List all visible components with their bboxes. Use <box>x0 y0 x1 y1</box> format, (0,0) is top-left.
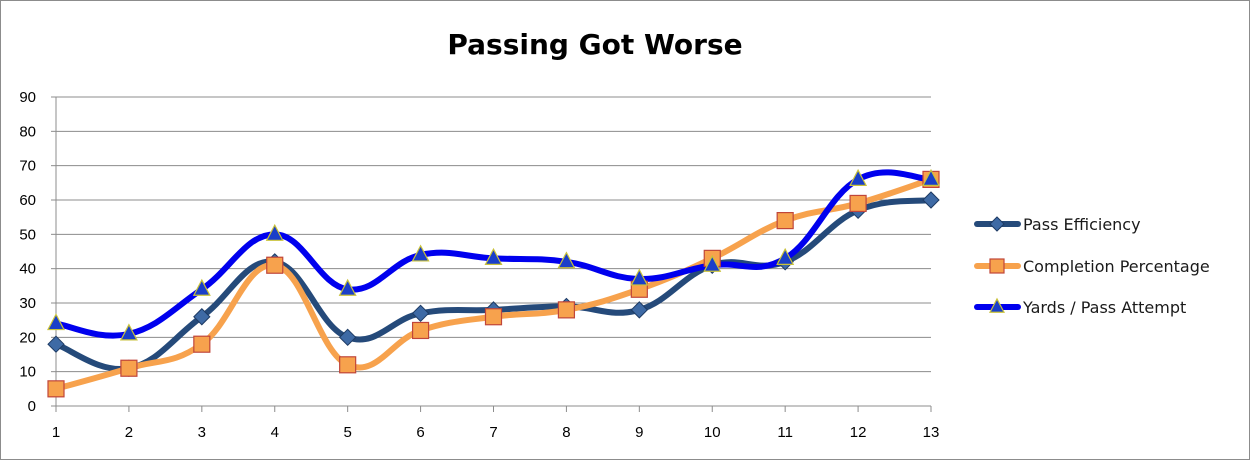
y-tick-label: 90 <box>19 89 36 106</box>
data-point-s2-3 <box>193 335 211 353</box>
legend-marker <box>989 216 1005 232</box>
data-point-s1-5 <box>338 328 357 347</box>
x-tick-label: 1 <box>52 424 60 441</box>
data-point-s2-7 <box>484 308 503 326</box>
data-point-s1-6 <box>411 304 430 323</box>
axes <box>51 96 932 412</box>
y-tick-label: 0 <box>28 398 36 415</box>
y-tick-label: 70 <box>19 158 36 175</box>
data-point-s2-1 <box>47 380 65 398</box>
data-point-s3-6 <box>411 244 430 262</box>
data-point-s3-4 <box>265 223 284 241</box>
x-tick-label: 4 <box>271 424 279 441</box>
data-point-s3-2 <box>119 323 138 341</box>
x-tick-label: 13 <box>923 424 940 441</box>
legend-marker <box>989 297 1005 313</box>
data-point-s1-3 <box>193 308 211 326</box>
data-point-s3-8 <box>557 251 576 269</box>
x-tick-label: 7 <box>489 424 497 441</box>
x-tick-label: 9 <box>635 424 643 441</box>
data-point-s1-9 <box>630 301 649 319</box>
data-point-s3-7 <box>484 247 503 265</box>
x-tick-label: 11 <box>777 424 793 441</box>
data-point-s2-6 <box>411 321 430 340</box>
y-tick-label: 20 <box>19 329 36 346</box>
x-tick-labels: 1 2 3 4 5 6 7 8 9 10 11 12 13 <box>52 424 940 441</box>
legend-label: Yards / Pass Attempt <box>1022 298 1186 317</box>
data-point-s3-11 <box>776 247 795 265</box>
x-tick-label: 3 <box>198 424 206 441</box>
y-tick-label: 60 <box>19 192 36 209</box>
data-point-s2-11 <box>776 212 794 230</box>
y-tick-label: 30 <box>19 295 36 312</box>
data-point-s1-13 <box>922 191 940 209</box>
data-point-s2-8 <box>557 301 576 319</box>
data-point-s3-1 <box>47 313 65 331</box>
legend: Pass Efficiency Completion Percentage Yard… <box>974 215 1210 317</box>
y-tick-label: 40 <box>19 261 36 278</box>
data-point-s2-12 <box>849 194 867 213</box>
x-tick-label: 2 <box>125 424 133 441</box>
data-point-s2-2 <box>120 359 138 377</box>
x-tick-label: 10 <box>704 424 721 441</box>
legend-marker <box>989 258 1005 274</box>
chart-title: Passing Got Worse <box>447 28 743 61</box>
y-tick-label: 10 <box>19 364 36 381</box>
y-tick-label: 50 <box>19 226 36 243</box>
data-point-s2-5 <box>339 356 357 374</box>
data-point-s3-3 <box>192 278 211 296</box>
series-line-1 <box>53 197 934 373</box>
y-tick-label: 80 <box>19 123 36 140</box>
data-point-s3-5 <box>338 278 357 296</box>
data-point-s3-13 <box>922 168 940 186</box>
x-tick-label: 12 <box>850 424 867 441</box>
series-line-2 <box>53 176 934 392</box>
legend-label: Pass Efficiency <box>1023 215 1141 234</box>
y-tick-labels: 0 10 20 30 40 50 60 70 80 90 <box>19 89 36 415</box>
x-tick-label: 6 <box>416 424 424 441</box>
series-lines <box>53 169 934 392</box>
legend-label: Completion Percentage <box>1023 257 1210 276</box>
data-point-s3-9 <box>630 268 649 286</box>
data-point-s3-12 <box>849 168 868 186</box>
data-point-s1-1 <box>47 335 65 353</box>
x-tick-label: 8 <box>562 424 570 441</box>
series-markers <box>47 168 940 398</box>
data-point-s2-4 <box>266 256 284 274</box>
x-tick-label: 5 <box>343 424 351 441</box>
data-point-s3-10 <box>703 254 722 272</box>
